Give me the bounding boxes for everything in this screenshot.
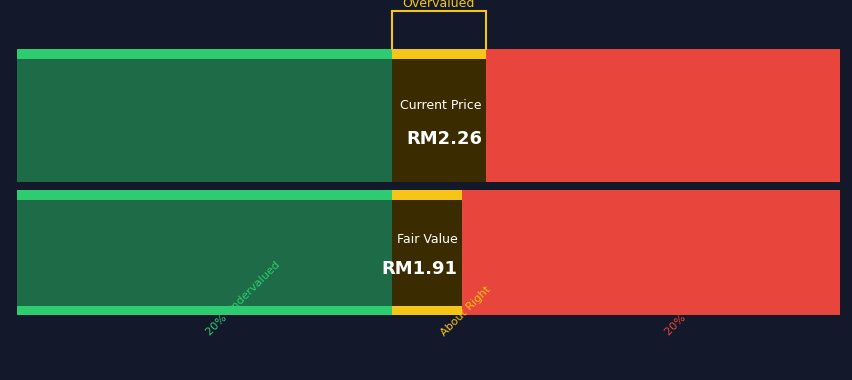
Text: Current Price: Current Price: [400, 99, 481, 112]
Bar: [17, 190, 391, 200]
Bar: [17, 49, 391, 59]
Text: RM2.26: RM2.26: [406, 130, 481, 148]
Text: RM1.91: RM1.91: [381, 260, 457, 278]
Bar: [17, 306, 391, 315]
Bar: [17, 59, 391, 182]
Text: Overvalued: Overvalued: [402, 0, 475, 10]
Text: 20% Overvalued: 20% Overvalued: [663, 265, 735, 338]
Bar: [461, 190, 839, 315]
Bar: [391, 49, 486, 182]
Bar: [391, 59, 486, 182]
Bar: [17, 200, 391, 315]
Bar: [391, 200, 461, 306]
Text: Fair Value: Fair Value: [396, 233, 457, 247]
Bar: [486, 49, 839, 182]
Text: About Right: About Right: [439, 284, 492, 338]
Bar: [391, 190, 461, 315]
Text: 20% Undervalued: 20% Undervalued: [204, 260, 282, 338]
Bar: [17, 306, 391, 315]
